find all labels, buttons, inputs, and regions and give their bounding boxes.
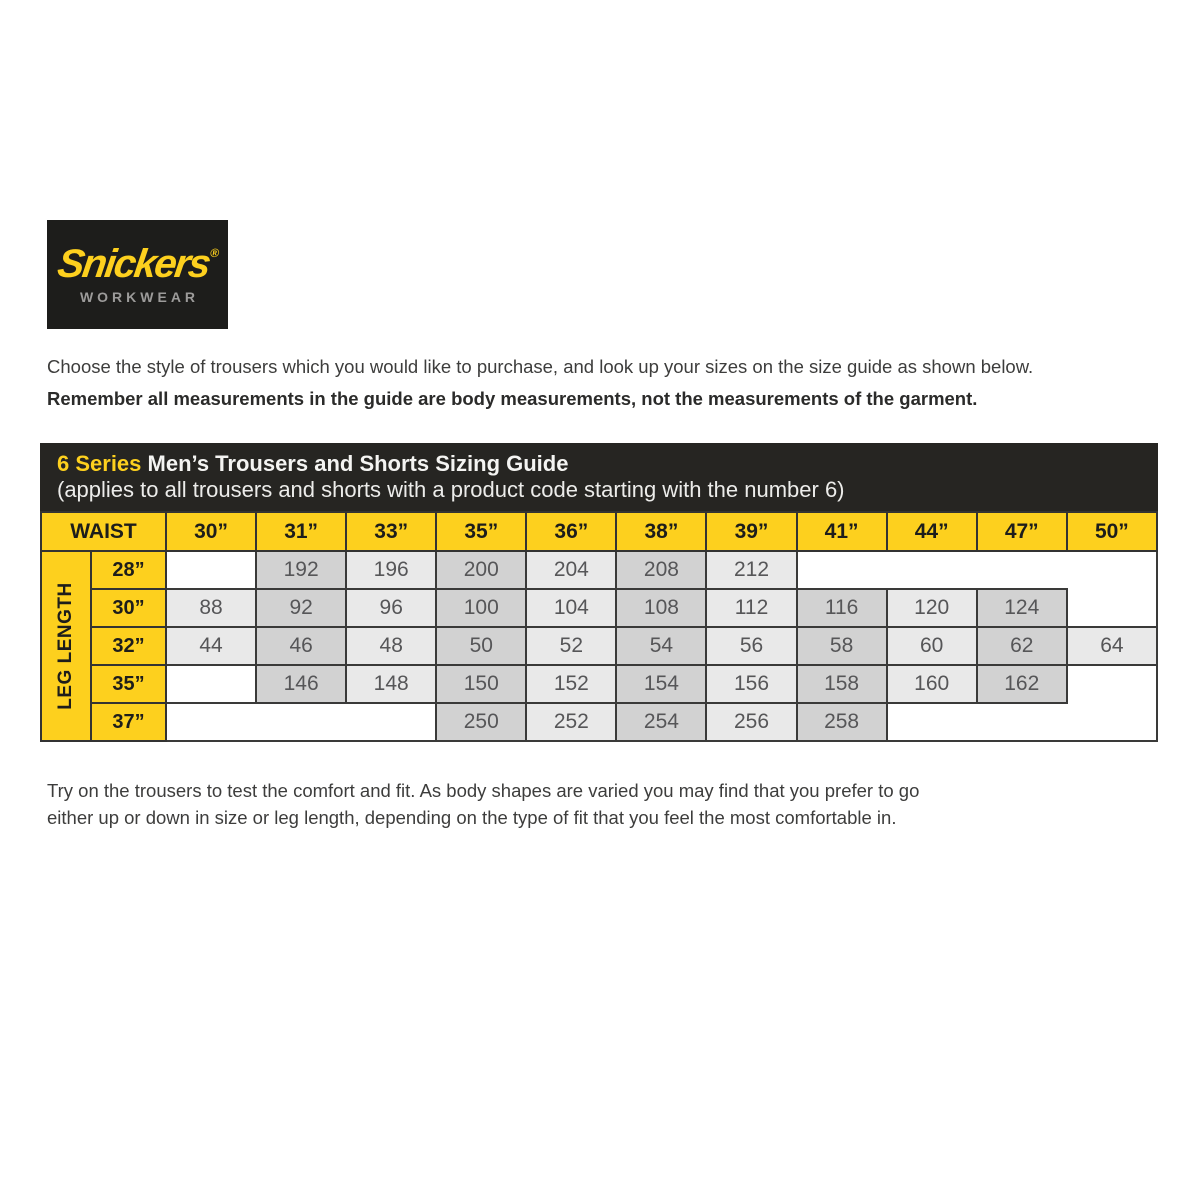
size-cell: 108 <box>615 588 708 628</box>
leg-row-label: 32” <box>90 626 167 666</box>
size-cell: 152 <box>525 664 618 704</box>
size-cell: 150 <box>435 664 528 704</box>
size-cell: 48 <box>345 626 438 666</box>
registered-trademark-icon: ® <box>209 246 220 260</box>
waist-header: 44” <box>885 511 978 552</box>
size-cell: 58 <box>795 626 888 666</box>
size-cell: 200 <box>435 550 528 590</box>
leg-row-label: 30” <box>90 588 167 628</box>
size-cell: 116 <box>795 588 888 628</box>
size-cell: 64 <box>1065 626 1159 666</box>
guide-subtitle-text: (applies to all trousers and shorts with… <box>57 477 845 502</box>
size-cell: 54 <box>615 626 708 666</box>
logo-brand-text: Snickers® <box>54 242 220 286</box>
waist-header: 30” <box>164 511 258 552</box>
size-cell: 104 <box>525 588 618 628</box>
guide-series-label: 6 Series <box>57 451 142 476</box>
size-cell: 204 <box>525 550 618 590</box>
size-cell: 252 <box>525 702 618 742</box>
size-cell: 160 <box>885 664 978 704</box>
size-cell: 96 <box>345 588 438 628</box>
footer-text-line1: Try on the trousers to test the comfort … <box>47 780 920 801</box>
sizing-guide: 6 Series Men’s Trousers and Shorts Sizin… <box>40 443 1159 742</box>
size-cell: 120 <box>885 588 978 628</box>
leg-row-label: 28” <box>90 550 167 590</box>
size-cell: 124 <box>975 588 1068 628</box>
size-cell-blank <box>164 550 258 590</box>
size-cell: 208 <box>615 550 708 590</box>
size-cell: 52 <box>525 626 618 666</box>
size-cell: 62 <box>975 626 1068 666</box>
size-cell: 156 <box>705 664 798 704</box>
guide-title-bar: 6 Series Men’s Trousers and Shorts Sizin… <box>40 443 1158 511</box>
intro-text-line2-bold: Remember all measurements in the guide a… <box>47 388 978 409</box>
leg-length-axis-cell: LEG LENGTH <box>40 550 92 742</box>
waist-header: 33” <box>345 511 438 552</box>
waist-header-row: WAIST 30” 31” 33” 35” 36” 38” 39” 41” 44… <box>40 511 1159 552</box>
intro-text-line1: Choose the style of trousers which you w… <box>47 356 1034 377</box>
size-cell: 148 <box>345 664 438 704</box>
leg-row-label: 35” <box>90 664 167 704</box>
waist-header: 35” <box>435 511 528 552</box>
guide-title-text: Men’s Trousers and Shorts Sizing Guide <box>147 451 569 476</box>
size-cell: 254 <box>615 702 708 742</box>
size-cell-void <box>1066 589 1159 627</box>
size-table: WAIST 30” 31” 33” 35” 36” 38” 39” 41” 44… <box>40 511 1159 742</box>
waist-header: 50” <box>1065 511 1159 552</box>
size-cell: 162 <box>975 664 1068 704</box>
waist-header: 36” <box>525 511 618 552</box>
footer-text-line2: either up or down in size or leg length,… <box>47 807 897 828</box>
size-cell: 56 <box>705 626 798 666</box>
table-row-leg-32: 32” 44 46 48 50 52 54 56 58 60 62 64 <box>41 626 1159 666</box>
waist-header: 39” <box>705 511 798 552</box>
leg-row-label: 37” <box>90 702 167 742</box>
size-cell-void <box>166 703 437 742</box>
waist-corner-header: WAIST <box>40 511 167 552</box>
size-cell: 212 <box>705 550 798 590</box>
size-cell: 250 <box>435 702 528 742</box>
size-cell: 46 <box>255 626 348 666</box>
size-cell: 100 <box>435 588 528 628</box>
size-cell-void <box>796 551 1159 589</box>
size-cell: 44 <box>164 626 258 666</box>
size-cell: 146 <box>255 664 348 704</box>
logo-brand-word: Snickers <box>54 242 212 286</box>
size-cell: 192 <box>255 550 348 590</box>
size-cell: 158 <box>795 664 888 704</box>
size-cell: 112 <box>705 588 798 628</box>
table-row-leg-28: LEG LENGTH 28” 192 196 200 204 208 212 <box>40 550 1159 742</box>
size-cell: 50 <box>435 626 528 666</box>
size-cell-void <box>1066 665 1159 703</box>
table-row-leg-30: 30” 88 92 96 100 104 108 112 116 120 124 <box>41 588 1159 628</box>
logo-subtitle: WORKWEAR <box>79 289 200 305</box>
table-row-leg-35: 35” 146 148 150 152 154 156 158 160 162 <box>41 664 1159 704</box>
waist-header: 41” <box>795 511 888 552</box>
waist-header: 38” <box>615 511 708 552</box>
size-cell: 154 <box>615 664 708 704</box>
size-cell-blank <box>164 664 258 704</box>
waist-header: 47” <box>975 511 1068 552</box>
size-cell: 60 <box>885 626 978 666</box>
size-cell: 88 <box>164 588 258 628</box>
size-cell: 92 <box>255 588 348 628</box>
table-row-leg-37: 37” 250 252 254 256 258 <box>41 702 1159 742</box>
size-cell: 256 <box>705 702 798 742</box>
snickers-workwear-logo: Snickers® WORKWEAR <box>47 220 228 329</box>
leg-length-label: LEG LENGTH <box>55 582 76 710</box>
guide-title-line: 6 Series Men’s Trousers and Shorts Sizin… <box>57 450 1141 477</box>
size-cell: 258 <box>795 702 888 742</box>
size-cell: 196 <box>345 550 438 590</box>
size-cell-void <box>886 703 1159 742</box>
waist-header: 31” <box>255 511 348 552</box>
